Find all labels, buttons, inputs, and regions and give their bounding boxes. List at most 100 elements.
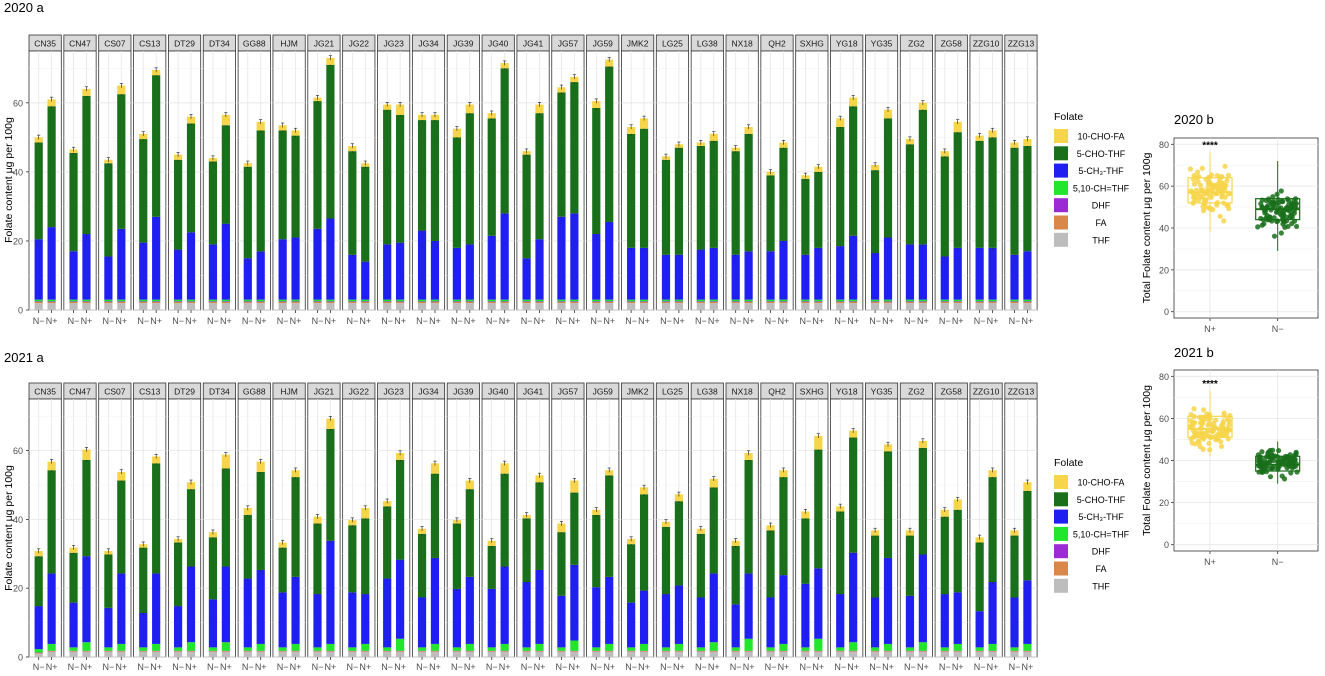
bar-segment-10-CHO-FA: [953, 121, 962, 133]
bar-segment-5-CH3-THF: [173, 249, 183, 300]
bar-segment-DHF: [592, 301, 601, 303]
bar-segment-5-CHO-THF: [430, 120, 440, 241]
facet-panel: [551, 398, 585, 658]
bar-segment-5-CH3-THF: [452, 588, 461, 648]
bar-segment-FA: [870, 651, 880, 652]
facet-panel: [237, 398, 271, 658]
bar-segment-5,10-CH=THF: [173, 299, 183, 302]
legend-item-label: FA: [1095, 218, 1106, 228]
bar-segment-5,10-CH=THF: [557, 299, 566, 302]
bar-segment-THF: [814, 303, 823, 310]
bar-segment-10-CHO-FA: [465, 104, 474, 114]
bar-segment-5-CH3-THF: [278, 592, 287, 648]
facet-JG39: JG39 N− N+: [446, 382, 480, 672]
x-tick-label: N−: [312, 316, 324, 326]
bar-segment-5-CH3-THF: [104, 607, 113, 648]
bar-segment-FA: [557, 302, 566, 304]
bar-segment-THF: [744, 651, 753, 657]
bar-segment-5-CH3-THF: [208, 599, 218, 648]
x-tick-label: N−: [312, 662, 324, 672]
facet-label: YG35: [871, 39, 893, 49]
bar-segment-5-CH3-THF: [69, 251, 78, 300]
legend-key-DHF: [1054, 198, 1068, 213]
facet-label: ZZG10: [973, 387, 1000, 397]
facet-SXHG: SXHG N− N+: [795, 34, 829, 326]
facet-label: JG57: [558, 39, 579, 49]
x-tick-label: N+: [568, 316, 580, 326]
bar-segment-5,10-CH=THF: [417, 647, 427, 651]
facet-JG21: JG21 N− N+: [307, 382, 341, 672]
bar-segment-5-CHO-THF: [557, 92, 566, 217]
bar-segment-10-CHO-FA: [988, 470, 997, 478]
x-tick-label: N+: [743, 662, 755, 672]
bar-segment-THF: [173, 651, 183, 657]
x-tick-label: N−: [730, 316, 742, 326]
bar-segment-10-CHO-FA: [313, 516, 322, 524]
bar-segment-FA: [452, 651, 461, 652]
x-tick-label: N+: [499, 662, 511, 672]
facet-label: NX18: [732, 387, 754, 397]
bar-segment-5,10-CH=THF: [953, 643, 962, 651]
bar-segment-5-CHO-THF: [883, 451, 893, 558]
bar-segment-10-CHO-FA: [243, 508, 252, 515]
facet-label: GG88: [243, 39, 266, 49]
bar-segment-THF: [383, 303, 392, 310]
bar-segment-5-CH3-THF: [766, 597, 775, 648]
facet-label: DT34: [209, 387, 230, 397]
y-tick-label: 40: [13, 167, 23, 177]
bar-segment-FA: [221, 651, 230, 652]
bar-segment-FA: [814, 302, 823, 304]
bar-segment-FA: [348, 651, 357, 652]
facet-ZZG10: ZZG10 N− N+: [969, 34, 1003, 326]
x-tick-label: N−: [172, 662, 184, 672]
bar-segment-5,10-CH=THF: [326, 299, 335, 302]
bar-segment-5,10-CH=THF: [674, 643, 684, 651]
bar-segment-5,10-CH=THF: [836, 647, 845, 651]
bar-segment-THF: [639, 303, 649, 310]
bar-segment-10-CHO-FA: [139, 133, 148, 140]
data-point: [1261, 221, 1267, 227]
bar-segment-DHF: [139, 301, 148, 303]
x-tick-label: N+: [987, 662, 999, 672]
bar-segment-DHF: [905, 301, 915, 303]
bar-segment-5-CH3-THF: [452, 247, 461, 300]
x-tick-label: N+: [255, 662, 267, 672]
bar-segment-10-CHO-FA: [291, 470, 300, 478]
bar-segment-5-CH3-THF: [918, 244, 927, 300]
bar-segment-10-CHO-FA: [348, 520, 357, 526]
bar-segment-THF: [256, 303, 265, 310]
bar-segment-5,10-CH=THF: [975, 299, 984, 302]
bar-segment-5,10-CH=THF: [104, 647, 113, 651]
bar-segment-5-CHO-THF: [570, 492, 579, 565]
data-point: [1275, 196, 1281, 203]
bar-segment-THF: [953, 303, 962, 310]
x-tick-label: N+: [638, 662, 650, 672]
facet-JMK2: JMK2 N− N+: [621, 382, 655, 672]
bar-segment-5,10-CH=THF: [639, 299, 649, 302]
x-tick-label: N+: [394, 662, 406, 672]
data-point: [1225, 172, 1232, 178]
x-tick-label: N+: [1204, 324, 1216, 334]
bar-segment-5-CH3-THF: [186, 232, 196, 300]
y-tick-label: 60: [1159, 182, 1169, 192]
facet-DT34: DT34 N− N+: [202, 34, 236, 326]
bar-segment-5,10-CH=THF: [47, 643, 56, 651]
bar-segment-THF: [396, 651, 405, 657]
bar-segment-5,10-CH=THF: [221, 642, 230, 651]
facet-label: JG41: [523, 39, 544, 49]
bar-segment-FA: [396, 651, 405, 652]
facet-panel: [98, 398, 132, 658]
bar-segment-FA: [69, 651, 78, 652]
bar-segment-5-CH3-THF: [208, 244, 218, 300]
bar-segment-5,10-CH=THF: [661, 647, 671, 651]
facet-panel: [411, 398, 446, 658]
bar-segment-10-CHO-FA: [627, 126, 636, 134]
bar-segment-5,10-CH=THF: [139, 299, 148, 302]
bar-segment-10-CHO-FA: [465, 480, 474, 490]
data-point: [1263, 215, 1269, 221]
bar-segment-5-CHO-THF: [313, 523, 322, 595]
bar-segment-10-CHO-FA: [278, 125, 287, 131]
bar-segment-5,10-CH=THF: [487, 647, 496, 651]
facet-panel: [446, 50, 480, 311]
bar-segment-DHF: [487, 301, 496, 303]
